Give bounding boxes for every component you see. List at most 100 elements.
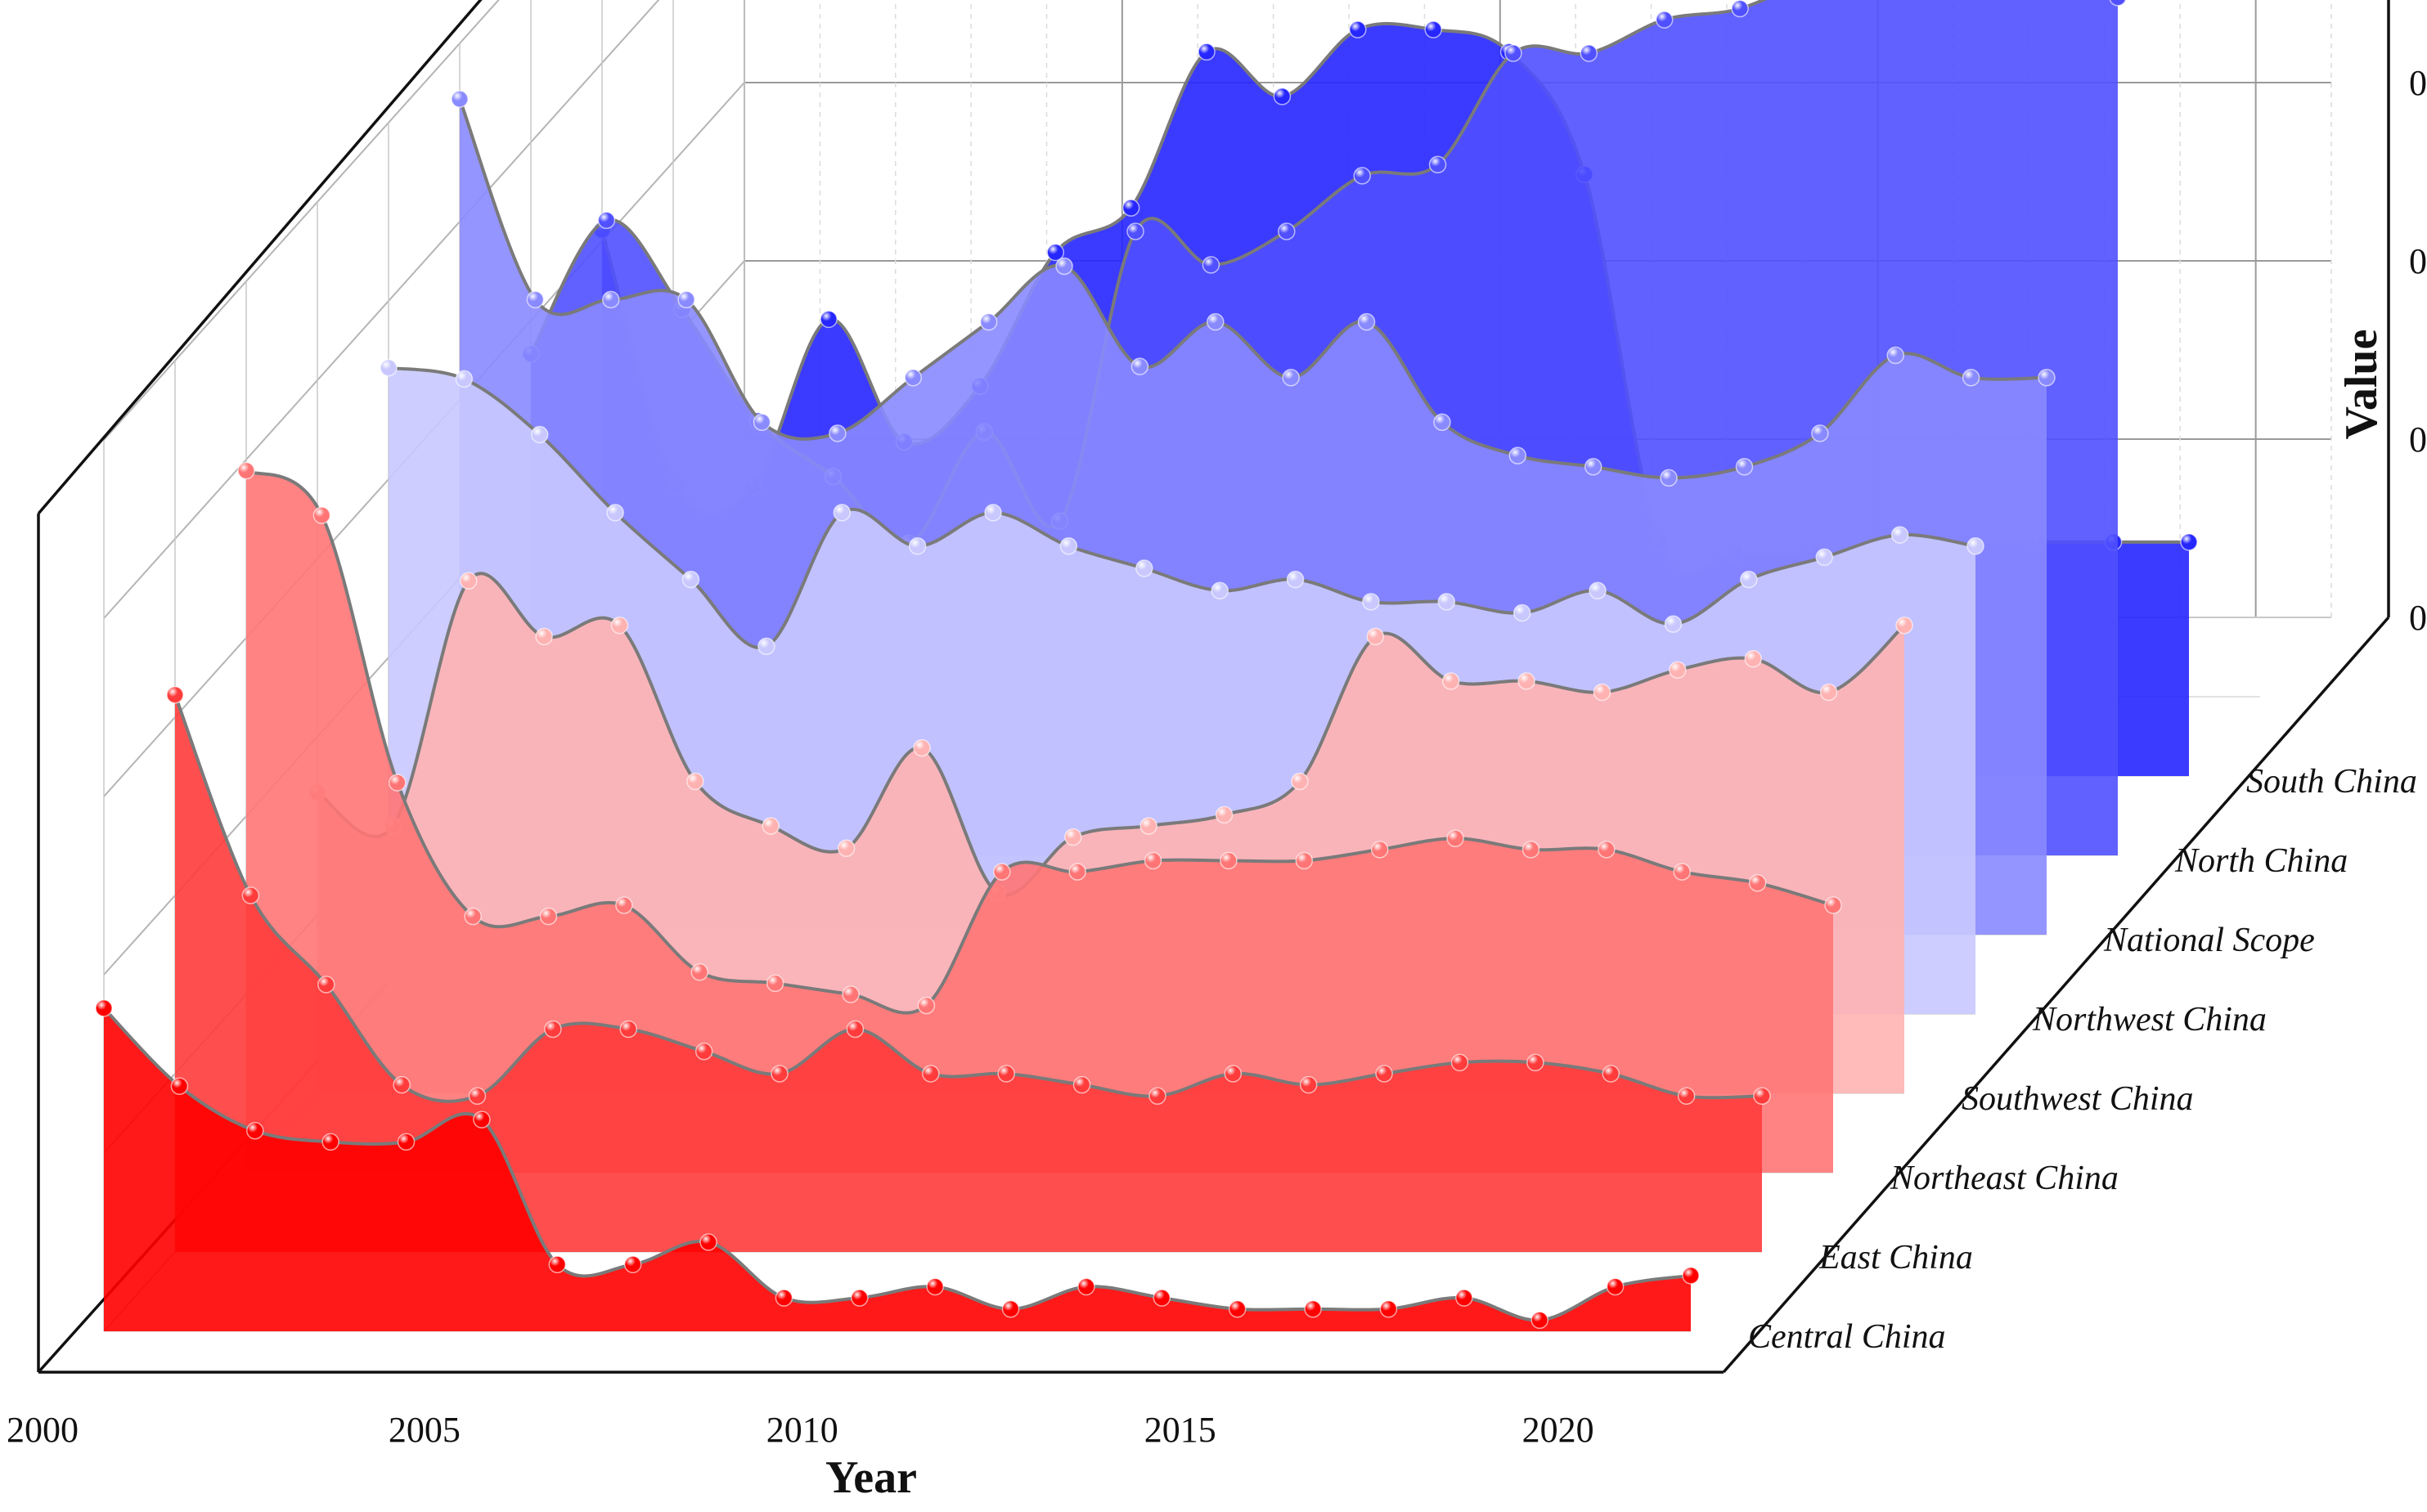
series-central-china — [95, 999, 1700, 1331]
x-tick-label: 2005 — [389, 1410, 461, 1450]
point-northeast-china-2006 — [690, 963, 709, 981]
side-gridline-y-5 — [103, 0, 500, 441]
point-central-china-2021 — [1682, 1267, 1700, 1285]
point-north-china-2016 — [1731, 0, 1749, 18]
point-southwest-china-2012 — [1215, 805, 1234, 824]
line-east-china — [173, 694, 1763, 1103]
point-northwest-china-2008 — [984, 504, 1002, 522]
point-central-china-2011 — [926, 1277, 944, 1296]
y-tick-label: 0.00 — [2409, 598, 2427, 638]
point-east-china-2010 — [922, 1065, 940, 1083]
point-southwest-china-2005 — [686, 772, 704, 791]
point-national-scope-2010 — [1207, 312, 1225, 331]
area-east-china — [175, 694, 1762, 1252]
x-tick-label: 2000 — [7, 1410, 79, 1450]
point-central-china-2005 — [473, 1110, 491, 1128]
point-northwest-china-2018 — [1740, 570, 1758, 589]
point-northeast-china-2010 — [993, 863, 1011, 881]
point-central-china-2007 — [623, 1255, 642, 1273]
point-national-scope-2006 — [904, 369, 923, 387]
point-northeast-china-2016 — [1446, 829, 1464, 847]
point-east-china-2007 — [694, 1043, 713, 1061]
point-east-china-2016 — [1375, 1065, 1393, 1083]
point-east-china-2003 — [393, 1075, 411, 1094]
point-north-china-2011 — [1353, 167, 1371, 185]
point-southwest-china-2006 — [762, 817, 780, 835]
point-north-china-2010 — [1278, 222, 1296, 240]
top-left-depth-edge — [37, 0, 483, 515]
point-southwest-china-2003 — [535, 627, 553, 646]
point-south-china-2007 — [1121, 199, 1140, 217]
point-northwest-china-2000 — [380, 359, 398, 377]
point-northwest-china-2005 — [757, 637, 775, 656]
point-northeast-china-2008 — [842, 985, 860, 1003]
point-northeast-china-2015 — [1370, 841, 1389, 859]
point-east-china-2008 — [771, 1065, 789, 1083]
x-tick-label: 2020 — [1522, 1410, 1594, 1450]
point-southwest-china-2007 — [837, 839, 856, 857]
point-east-china-2011 — [997, 1065, 1015, 1083]
point-northeast-china-2000 — [237, 461, 255, 480]
point-northeast-china-2011 — [1068, 863, 1086, 881]
point-east-china-2002 — [317, 976, 335, 994]
point-central-china-2001 — [170, 1077, 189, 1095]
point-northwest-china-2002 — [531, 425, 549, 444]
point-northwest-china-2001 — [455, 370, 474, 388]
point-southwest-china-2017 — [1593, 683, 1611, 702]
point-central-china-2020 — [1606, 1277, 1625, 1296]
point-national-scope-2012 — [1357, 312, 1376, 331]
point-northwest-china-2010 — [1135, 559, 1153, 577]
point-northeast-china-2017 — [1521, 841, 1540, 859]
point-national-scope-2002 — [602, 290, 620, 309]
point-east-china-2019 — [1602, 1065, 1620, 1083]
point-national-scope-2014 — [1508, 446, 1527, 464]
point-central-china-2010 — [851, 1289, 869, 1307]
point-southwest-china-2021 — [1895, 617, 1913, 635]
depth-tick-label: Northwest China — [2032, 1001, 2267, 1039]
point-northwest-china-2011 — [1211, 581, 1229, 599]
area-northeast-china — [246, 470, 1833, 1173]
point-national-scope-2009 — [1130, 357, 1149, 375]
point-north-china-2009 — [1202, 256, 1220, 274]
point-east-china-2005 — [544, 1020, 562, 1039]
point-south-china-2008 — [1198, 43, 1216, 61]
point-northwest-china-2006 — [833, 504, 852, 522]
point-national-scope-2001 — [526, 290, 545, 309]
point-southwest-china-2011 — [1139, 817, 1157, 835]
x-tick-label: 2015 — [1144, 1410, 1216, 1450]
point-national-scope-2000 — [451, 90, 469, 108]
point-national-scope-2005 — [829, 424, 847, 442]
series-northeast-china — [237, 461, 1842, 1173]
point-southwest-china-2014 — [1366, 627, 1385, 646]
point-central-china-2015 — [1228, 1300, 1247, 1318]
depth-tick-label: Northeast China — [1890, 1160, 2119, 1197]
point-central-china-2019 — [1530, 1311, 1548, 1330]
point-east-china-2021 — [1753, 1087, 1771, 1105]
point-east-china-2015 — [1299, 1075, 1318, 1094]
point-northwest-china-2015 — [1512, 603, 1531, 622]
point-south-china-2009 — [1273, 87, 1292, 105]
point-north-china-2014 — [1580, 44, 1598, 62]
point-central-china-2009 — [775, 1289, 793, 1307]
point-central-china-2017 — [1379, 1300, 1398, 1318]
point-northeast-china-2014 — [1295, 851, 1314, 870]
point-national-scope-2007 — [979, 312, 998, 331]
point-national-scope-2021 — [2038, 369, 2056, 387]
point-central-china-2002 — [246, 1122, 264, 1140]
point-northeast-china-2020 — [1748, 874, 1767, 892]
point-northwest-china-2019 — [1815, 548, 1833, 567]
point-south-china-2010 — [1349, 20, 1367, 38]
point-south-china-2003 — [820, 310, 838, 329]
point-northeast-china-2003 — [464, 907, 482, 926]
point-east-china-2018 — [1526, 1053, 1544, 1072]
point-southwest-china-2020 — [1819, 683, 1838, 702]
y-tick-label: 0.48 — [2409, 63, 2427, 103]
point-northeast-china-2004 — [539, 907, 558, 926]
series-ribbons — [95, 0, 2198, 1331]
point-east-china-2004 — [468, 1087, 487, 1105]
point-east-china-2017 — [1450, 1053, 1469, 1072]
axis-labels: 200020052010201520200.000.160.320.480.64… — [7, 63, 2427, 1503]
point-southwest-china-2019 — [1744, 649, 1762, 668]
point-northeast-china-2009 — [917, 996, 936, 1015]
